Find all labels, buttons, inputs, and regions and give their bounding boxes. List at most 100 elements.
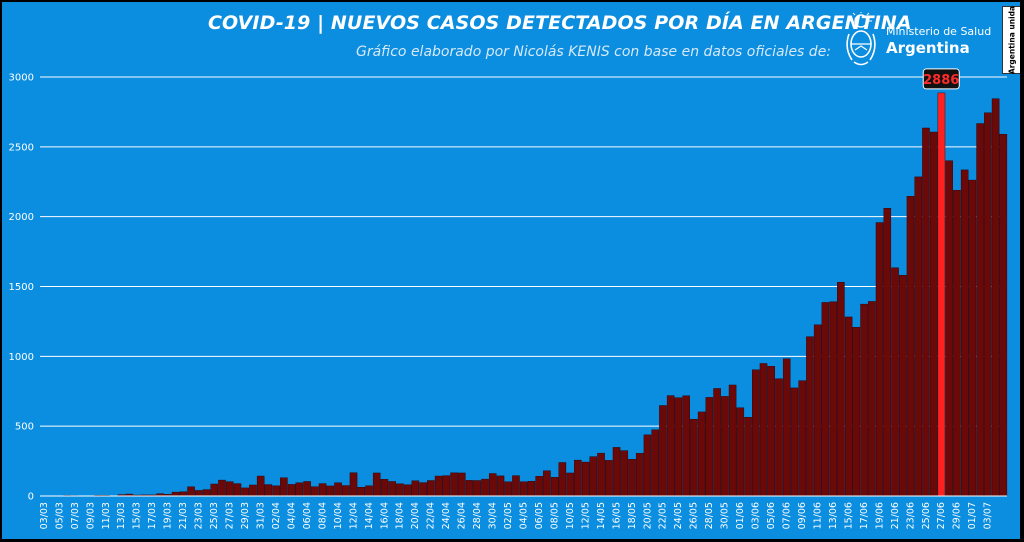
x-tick-label: 23/03 [194,502,205,529]
bar [628,459,636,497]
bar [705,397,714,497]
x-tick-label: 22/04 [426,502,437,529]
x-tick-label: 09/03 [85,502,96,529]
bar [458,472,466,497]
x-tick-label: 19/03 [163,502,174,529]
x-tick-label: 28/04 [472,502,483,529]
argentina-unida-badge: Argentina unida [1002,6,1020,74]
bar [434,475,443,497]
bar [512,475,520,497]
bar [589,456,598,497]
x-tick-label: 30/04 [488,502,499,529]
bar [999,134,1008,497]
bar [852,327,861,497]
y-tick-label: 500 [15,422,34,433]
peak-label-box [922,68,960,90]
bar [295,482,304,497]
bar [697,411,706,497]
bars [40,92,1008,497]
x-tick-label: 07/06 [782,502,793,529]
tick-labels: 0 500 1000 1500 2000 2500 3000 03/03 05/03 07/03 0… [9,73,994,530]
bar [612,447,621,497]
bar [504,481,512,497]
bar [984,112,992,497]
chart-subtitle: Gráfico elaborado por Nicolás KENIS con … [356,44,832,60]
ministry-name: Ministerio de Salud [886,25,992,38]
bar [372,472,381,497]
bar [674,397,683,497]
bar [550,477,559,497]
bar [775,378,783,497]
bar [543,470,551,497]
bar [187,486,195,497]
x-tick-label: 30/05 [720,502,731,529]
x-tick-label: 26/04 [457,502,468,529]
x-tick-label: 04/05 [519,502,530,529]
bar [256,475,265,497]
x-tick-label: 14/05 [596,502,607,529]
x-tick-label: 29/03 [240,502,251,529]
bar [558,462,567,497]
bar [728,384,737,497]
bar [465,480,474,497]
x-tick-label: 03/03 [39,502,50,529]
bar [365,485,373,497]
bar [744,417,752,497]
bar [752,369,760,497]
x-tick-label: 31/03 [255,502,266,529]
bar [264,484,273,497]
bar [272,485,280,497]
bar [233,483,242,497]
bar [798,380,806,497]
bar [759,363,768,497]
bar [597,452,605,497]
y-tick-label: 1500 [9,282,34,293]
bar [450,472,458,497]
x-tick-label: 10/04 [333,502,344,529]
bar [202,489,211,497]
bar [241,487,249,497]
bar [605,460,613,497]
x-tick-label: 08/05 [549,502,560,529]
bar [945,160,953,497]
x-tick-label: 28/05 [704,502,715,529]
x-tick-label: 13/06 [828,502,839,529]
bar [519,481,528,497]
x-tick-label: 09/06 [797,502,808,529]
y-tick-label: 3000 [9,73,34,84]
bar [875,222,884,497]
bar [736,407,745,497]
bar [303,481,311,497]
badge-label: Argentina unida [1007,5,1017,75]
x-tick-label: 06/04 [302,502,313,529]
bar [481,478,489,497]
bar [891,267,899,497]
x-tick-label: 01/07 [967,502,978,529]
bar [419,482,427,497]
bar [280,477,288,497]
x-tick-label: 17/03 [147,502,158,529]
bar [914,176,923,497]
bar [991,98,1000,497]
bar [821,302,830,497]
bar [713,388,721,497]
bar [427,480,435,497]
bar [682,395,690,497]
peak-label: 2886 [923,73,959,88]
x-tick-label: 06/05 [534,502,545,529]
bar [195,490,203,497]
bar [349,472,358,497]
bar [334,482,342,497]
bar [659,405,667,497]
bar [960,169,969,497]
bar [844,316,853,497]
y-tick-label: 2500 [9,142,34,153]
bar [666,395,675,497]
bar [488,473,497,497]
bar [767,366,776,497]
y-tick-label: 0 [28,492,34,503]
bar [790,387,799,497]
bar [581,461,590,497]
bar [566,472,574,497]
